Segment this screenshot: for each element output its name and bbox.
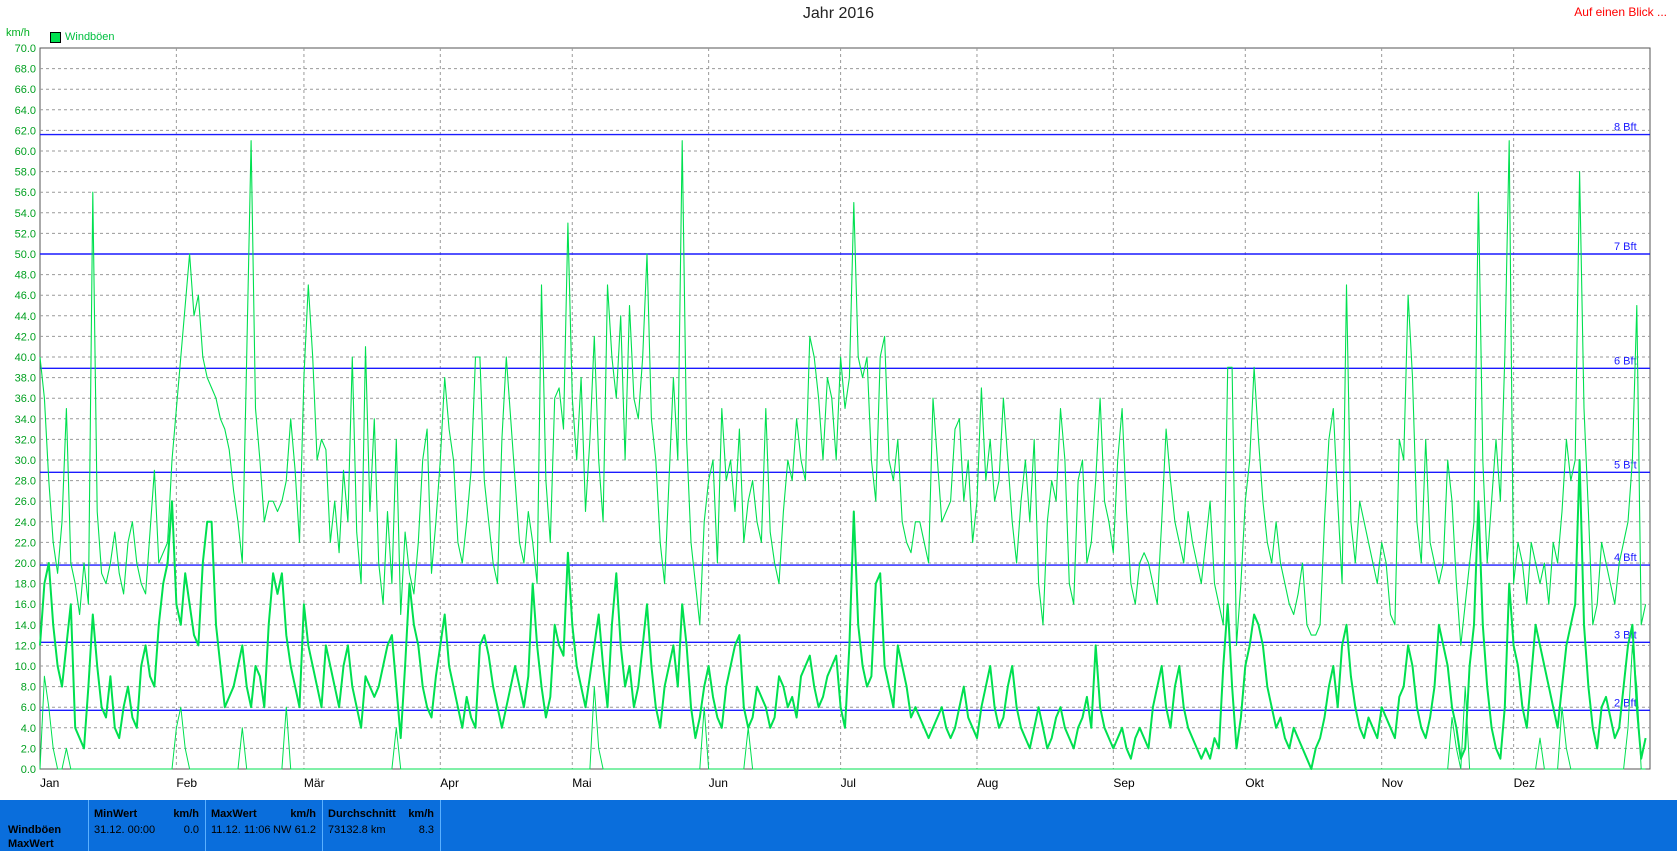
beaufort-label: 5 Bft <box>1614 459 1637 471</box>
y-tick-label: 58.0 <box>15 167 36 179</box>
stats-bar: Windböen MaxWert MinWert km/h 31.12. 00:… <box>0 800 1677 851</box>
y-tick-label: 54.0 <box>15 208 36 220</box>
y-tick-label: 48.0 <box>15 270 36 282</box>
stat-max-time: 11.12. 11:06 <box>211 824 271 836</box>
y-tick-label: 44.0 <box>15 311 36 323</box>
y-tick-label: 60.0 <box>15 146 36 158</box>
y-tick-label: 22.0 <box>15 537 36 549</box>
y-tick-label: 68.0 <box>15 64 36 76</box>
stat-min-cell: MinWert km/h 31.12. 00:00 0.0 <box>88 800 206 851</box>
stats-row-label: Windböen <box>8 824 62 836</box>
stats-row-sublabel: MaxWert <box>8 838 54 850</box>
y-tick-label: 26.0 <box>15 496 36 508</box>
series-line-mean <box>39 459 1647 770</box>
y-tick-label: 0.0 <box>21 764 36 776</box>
y-tick-label: 46.0 <box>15 290 36 302</box>
legend-swatch <box>50 31 61 43</box>
y-tick-label: 8.0 <box>21 682 36 694</box>
y-tick-label: 34.0 <box>15 414 36 426</box>
y-tick-label: 18.0 <box>15 579 36 591</box>
y-tick-label: 70.0 <box>15 43 36 55</box>
legend-label: Windböen <box>65 31 115 43</box>
y-tick-label: 40.0 <box>15 352 36 364</box>
legend: Windböen <box>50 31 115 43</box>
stat-min-time: 31.12. 00:00 <box>94 824 156 836</box>
x-tick-label: Feb <box>176 776 197 790</box>
y-tick-label: 4.0 <box>21 723 36 735</box>
y-tick-label: 20.0 <box>15 558 36 570</box>
y-tick-label: 14.0 <box>15 620 36 632</box>
beaufort-label: 8 Bft <box>1614 122 1637 134</box>
stat-max-head: MaxWert <box>211 808 257 820</box>
x-tick-label: Dez <box>1514 776 1535 790</box>
y-tick-label: 36.0 <box>15 393 36 405</box>
stat-max-direction: NW <box>273 824 292 836</box>
wind-gust-chart: 0.0 2.0 4.0 6.0 8.0 10.0 12.0 14.0 16.0 18.0 20.0 2… <box>15 43 1651 790</box>
y-tick-label: 50.0 <box>15 249 36 261</box>
x-tick-label: Mär <box>304 776 325 790</box>
x-tick-label: Aug <box>977 776 998 790</box>
x-tick-label: Sep <box>1113 776 1135 790</box>
beaufort-label: 2 Bft <box>1614 697 1637 709</box>
x-tick-label: Jun <box>709 776 728 790</box>
y-tick-label: 38.0 <box>15 373 36 385</box>
y-tick-label: 10.0 <box>15 661 36 673</box>
x-tick-label: Okt <box>1245 776 1264 790</box>
x-tick-label: Apr <box>440 776 459 790</box>
stat-min-unit: km/h <box>173 808 199 820</box>
stat-max-cell: MaxWert km/h 11.12. 11:06 NW 61.2 <box>205 800 323 851</box>
y-tick-label: 64.0 <box>15 105 36 117</box>
y-tick-label: 32.0 <box>15 434 36 446</box>
series-line-min <box>39 644 1646 770</box>
stats-row-label-cell: Windböen MaxWert <box>0 800 89 851</box>
stat-min-value: 0.0 <box>183 824 199 836</box>
x-tick-label: Jan <box>40 776 59 790</box>
y-tick-label: 62.0 <box>15 125 36 137</box>
stat-min-head: MinWert <box>94 808 138 820</box>
chart-title: Jahr 2016 <box>802 5 875 22</box>
overview-link[interactable]: Auf einen Blick ... <box>1574 5 1667 19</box>
y-tick-label: 12.0 <box>15 640 36 652</box>
beaufort-label: 7 Bft <box>1614 241 1637 253</box>
x-tick-label: Nov <box>1382 776 1403 790</box>
x-tick-label: Mai <box>572 776 591 790</box>
y-tick-label: 6.0 <box>21 702 36 714</box>
beaufort-label: 6 Bft <box>1614 355 1637 367</box>
stat-avg-value: 8.3 <box>418 824 434 836</box>
stat-avg-unit: km/h <box>408 808 434 820</box>
y-tick-label: 56.0 <box>15 187 36 199</box>
y-tick-label: 28.0 <box>15 476 36 488</box>
beaufort-label: 4 Bft <box>1614 552 1637 564</box>
series-line-max <box>39 140 1647 646</box>
stat-avg-cell: Durchschnitt km/h 73132.8 km 8.3 <box>322 800 441 851</box>
stat-avg-head: Durchschnitt <box>328 808 396 820</box>
y-tick-label: 24.0 <box>15 517 36 529</box>
stat-max-unit: km/h <box>290 808 316 820</box>
y-tick-label: 2.0 <box>21 743 36 755</box>
y-tick-label: 52.0 <box>15 228 36 240</box>
stat-max-value: 61.2 <box>294 824 316 836</box>
y-tick-label: 42.0 <box>15 331 36 343</box>
y-tick-label: 16.0 <box>15 599 36 611</box>
stat-avg-distance: 73132.8 km <box>328 824 386 836</box>
y-axis-unit-label: km/h <box>6 27 30 39</box>
y-tick-label: 66.0 <box>15 84 36 96</box>
x-tick-label: Jul <box>841 776 856 790</box>
y-tick-label: 30.0 <box>15 455 36 467</box>
